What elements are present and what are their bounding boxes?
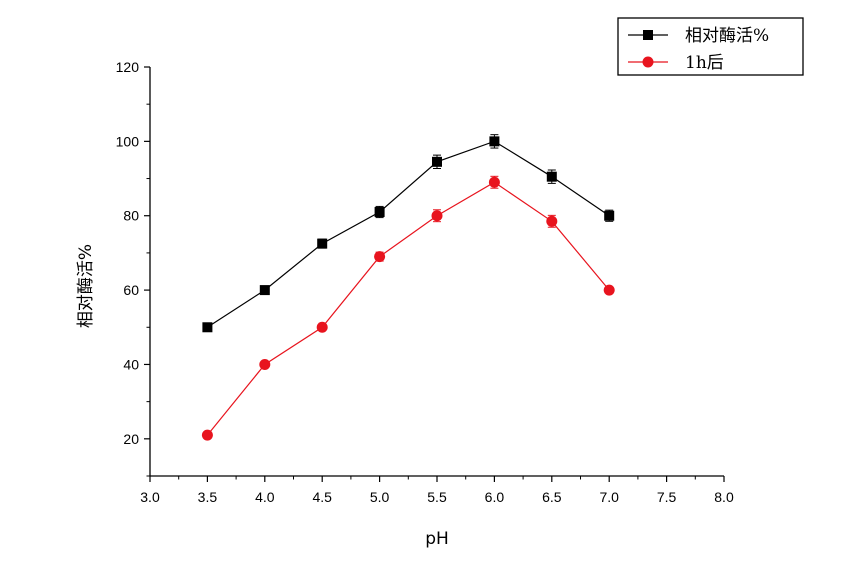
data-point-circle <box>201 429 213 441</box>
data-point-circle <box>546 215 558 227</box>
legend-label-series-2: 1h后 <box>685 53 724 73</box>
y-axis-ticks: 20 40 60 80 100 120 <box>116 59 150 477</box>
data-point-square <box>259 285 270 296</box>
legend: 相对酶活% 1h后 <box>617 17 804 76</box>
x-tick-label: 7.5 <box>657 489 677 505</box>
x-tick-label: 6.5 <box>542 489 562 505</box>
data-point-square <box>432 156 442 167</box>
series-layer <box>201 134 615 441</box>
series-line <box>207 140 610 328</box>
legend-marker-circle-icon <box>642 56 654 68</box>
data-point-circle <box>431 210 443 222</box>
x-tick-label: 8.0 <box>714 489 734 505</box>
x-tick-label: 3.5 <box>198 489 218 505</box>
axes <box>149 67 724 477</box>
data-point-square <box>489 136 500 147</box>
legend-marker-square-icon <box>643 30 653 40</box>
y-tick-label: 80 <box>123 208 139 224</box>
data-point-square <box>546 171 557 182</box>
x-tick-label: 4.0 <box>255 489 275 505</box>
y-tick-label: 60 <box>123 282 139 298</box>
x-axis-title: pH <box>425 529 449 549</box>
series-line <box>206 181 610 436</box>
x-tick-label: 4.5 <box>312 489 332 505</box>
y-tick-label: 120 <box>116 59 140 75</box>
x-tick-label: 5.0 <box>370 489 390 505</box>
data-point-square <box>202 322 213 333</box>
data-point-square <box>604 210 615 221</box>
data-point-circle <box>316 321 328 333</box>
x-tick-label: 7.0 <box>599 489 619 505</box>
data-point-square <box>317 238 328 249</box>
x-tick-label: 3.0 <box>140 489 160 505</box>
y-tick-label: 40 <box>123 356 139 372</box>
data-point-square <box>374 207 385 218</box>
data-point-circle <box>259 358 271 370</box>
data-point-circle <box>488 176 500 188</box>
x-tick-label: 5.5 <box>427 489 447 505</box>
x-axis-ticks: 3.0 3.5 4.0 4.5 5.0 5.5 6.0 6.5 7.0 7.5 8.0 <box>140 476 734 505</box>
y-axis-title: 相对酶活% <box>76 244 96 328</box>
legend-label-series-1: 相对酶活% <box>685 26 769 46</box>
data-point-circle <box>374 251 386 263</box>
x-tick-label: 6.0 <box>485 489 505 505</box>
y-tick-label: 20 <box>123 431 139 447</box>
series-2 <box>201 175 615 441</box>
data-point-circle <box>603 284 615 296</box>
y-tick-label: 100 <box>116 133 140 149</box>
series-1 <box>202 134 615 333</box>
